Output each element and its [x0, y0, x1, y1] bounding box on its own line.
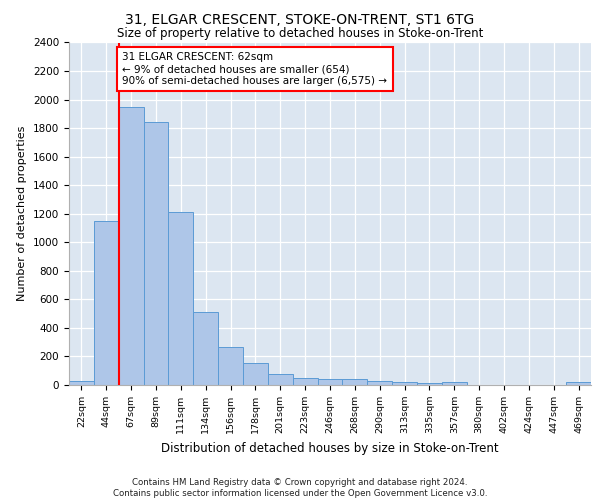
Bar — [293, 378, 317, 385]
Bar — [417, 383, 442, 385]
Y-axis label: Number of detached properties: Number of detached properties — [17, 126, 28, 302]
Bar — [442, 382, 467, 385]
Text: Size of property relative to detached houses in Stoke-on-Trent: Size of property relative to detached ho… — [117, 28, 483, 40]
Bar — [317, 378, 343, 385]
Bar — [218, 347, 243, 385]
X-axis label: Distribution of detached houses by size in Stoke-on-Trent: Distribution of detached houses by size … — [161, 442, 499, 454]
Bar — [566, 382, 591, 385]
Bar — [367, 382, 392, 385]
Bar — [243, 363, 268, 385]
Bar — [169, 212, 193, 385]
Bar — [69, 380, 94, 385]
Bar — [392, 382, 417, 385]
Bar — [119, 106, 143, 385]
Text: Contains HM Land Registry data © Crown copyright and database right 2024.
Contai: Contains HM Land Registry data © Crown c… — [113, 478, 487, 498]
Bar — [268, 374, 293, 385]
Text: 31 ELGAR CRESCENT: 62sqm
← 9% of detached houses are smaller (654)
90% of semi-d: 31 ELGAR CRESCENT: 62sqm ← 9% of detache… — [122, 52, 388, 86]
Bar — [193, 312, 218, 385]
Bar — [343, 380, 367, 385]
Bar — [143, 122, 169, 385]
Text: 31, ELGAR CRESCENT, STOKE-ON-TRENT, ST1 6TG: 31, ELGAR CRESCENT, STOKE-ON-TRENT, ST1 … — [125, 12, 475, 26]
Bar — [94, 221, 119, 385]
